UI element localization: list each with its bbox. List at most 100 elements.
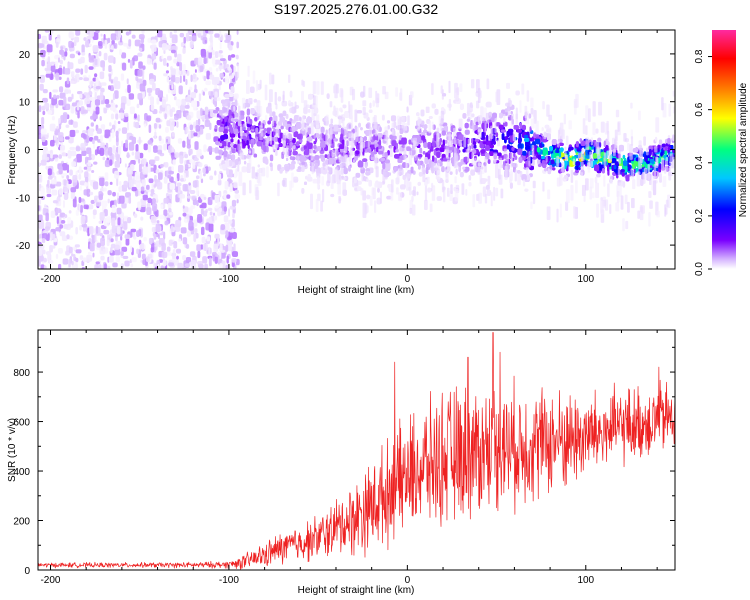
spectrogram-cell <box>59 231 66 237</box>
spectrogram-cell <box>86 157 92 161</box>
spectrogram-cell <box>449 171 453 175</box>
spectrogram-cell <box>134 39 141 47</box>
spectrogram-cell <box>188 183 192 192</box>
spectrogram-cell <box>38 174 43 183</box>
spectrogram-cell <box>55 41 59 48</box>
spectrogram-cell <box>104 172 109 181</box>
spectrogram-cell <box>177 185 181 194</box>
spectrogram-cell <box>80 68 84 75</box>
spectrogram-cell <box>173 58 178 64</box>
spectrogram-cell <box>103 107 108 114</box>
spectrogram-cell <box>63 96 67 106</box>
spectrogram-cell <box>188 148 193 155</box>
spectrogram-cell <box>185 244 190 249</box>
spectrogram-cell <box>65 124 70 128</box>
spectrogram-cell <box>196 200 199 207</box>
spectrogram-cell <box>64 89 70 95</box>
spectrogram-cell <box>112 93 115 101</box>
spectrogram-cell <box>92 32 99 41</box>
spectrogram-cell <box>292 138 296 144</box>
spectrogram-cell <box>52 154 58 159</box>
spectrogram-cell <box>228 219 233 224</box>
spectrogram-cell <box>111 204 117 214</box>
spectrogram-cell <box>47 179 50 188</box>
spectrogram-cell <box>64 51 68 57</box>
spectrogram-cell <box>182 266 187 269</box>
spectrogram-cell <box>75 227 78 235</box>
spectrogram-cell <box>128 39 132 47</box>
spectrogram-cell <box>197 250 201 259</box>
spectrogram-cell <box>105 104 111 108</box>
spectrogram-cell <box>163 143 167 151</box>
spectrogram-cell <box>92 45 99 53</box>
spectrogram-cell <box>55 253 59 260</box>
spectrogram-cell <box>99 71 105 80</box>
spectrogram-cell <box>151 53 157 60</box>
spectrogram-cell <box>159 163 164 168</box>
spectrogram-cell <box>145 256 150 263</box>
spectrogram-cell <box>156 182 163 190</box>
spectrogram-cell <box>106 239 110 247</box>
spectrogram-cell <box>139 152 144 159</box>
spectrogram-cell <box>163 217 167 222</box>
spectrogram-cell <box>228 160 233 167</box>
spectrogram-cell <box>169 183 176 190</box>
spectrogram-cell <box>115 256 121 263</box>
spectrogram-cell <box>129 59 133 69</box>
spectrogram-cell <box>431 103 436 109</box>
spectrogram-cell <box>40 264 45 269</box>
spectrogram-cell <box>189 251 196 257</box>
spectrogram-cell <box>167 202 172 209</box>
spectrogram-cell <box>104 129 111 139</box>
spectrogram-cell <box>42 233 48 240</box>
spectrogram-cell <box>70 187 77 193</box>
spectrogram-cell <box>69 169 73 176</box>
spectrogram-cell <box>134 171 141 181</box>
spectrogram-cell <box>111 217 116 227</box>
spectrogram-cell <box>47 56 51 66</box>
spectrogram-cell <box>42 97 48 103</box>
spectrogram-cell <box>544 124 550 129</box>
spectrogram-cell <box>59 224 64 229</box>
spectrogram-cell <box>50 65 56 73</box>
spectrogram-cell <box>39 74 45 83</box>
spectrogram-cell <box>168 145 173 154</box>
spectrogram-cell <box>161 55 164 60</box>
spectrogram-cell <box>150 247 155 253</box>
spectrogram-cell <box>213 215 218 221</box>
spectrogram-cell <box>233 181 238 189</box>
spectrogram-cell <box>75 129 80 134</box>
spectrogram-cell <box>130 228 137 233</box>
spectrogram-cell <box>220 252 226 259</box>
spectrogram-cell <box>358 122 361 128</box>
spectrogram-cell <box>128 93 135 100</box>
spectrogram-cell <box>107 190 112 196</box>
spectrogram-cell <box>182 237 188 245</box>
spectrogram-cell <box>157 30 163 38</box>
spectrogram-cell <box>93 161 98 165</box>
spectrogram-cell <box>191 35 197 42</box>
spectrogram-cell <box>179 104 185 113</box>
spectrogram-cell <box>69 80 75 84</box>
spectrogram-cell <box>203 196 207 201</box>
spectrogram-cell <box>348 165 351 172</box>
spectrogram-cell <box>202 210 208 217</box>
spectrogram-cell <box>153 184 157 188</box>
spectrogram-cell <box>112 145 116 154</box>
spectrogram-cell <box>78 100 84 106</box>
spectrogram-cell <box>92 213 96 220</box>
spectrogram-cell <box>142 166 149 175</box>
spectrogram-cell <box>204 119 211 127</box>
spectrogram-cell <box>58 76 62 81</box>
spectrogram-cell <box>57 247 63 254</box>
spectrogram-cell <box>186 195 192 199</box>
spectrogram-cell <box>173 96 177 101</box>
spectrogram-cell <box>232 136 237 142</box>
spectrogram-cell <box>113 244 120 250</box>
spectrogram-cell <box>102 156 106 161</box>
spectrogram-cell <box>61 152 67 157</box>
spectrogram-cell <box>47 168 52 176</box>
spectrogram-cell <box>152 232 156 237</box>
spectrogram-cell <box>125 238 130 246</box>
spectrogram-cell <box>169 194 172 200</box>
